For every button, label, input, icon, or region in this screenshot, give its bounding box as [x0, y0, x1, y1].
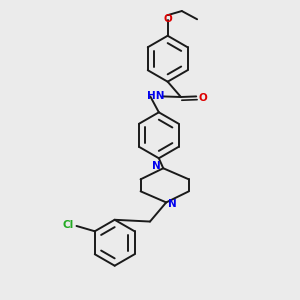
Text: N: N — [152, 161, 161, 172]
Text: HN: HN — [146, 91, 164, 101]
Text: O: O — [163, 14, 172, 24]
Text: N: N — [168, 199, 177, 209]
Text: Cl: Cl — [63, 220, 74, 230]
Text: O: O — [198, 93, 207, 103]
